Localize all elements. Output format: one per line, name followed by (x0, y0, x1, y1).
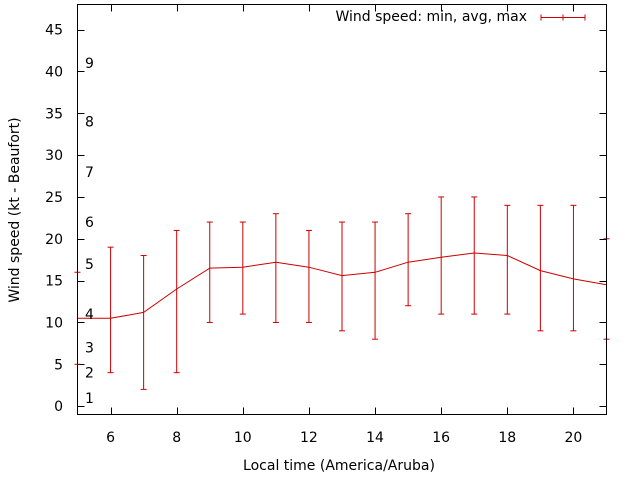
x-tick-label: 6 (106, 430, 115, 446)
axis-ticks (77, 4, 607, 415)
x-tick-label: 8 (172, 430, 181, 446)
beaufort-label: 8 (85, 115, 94, 131)
y-tick-label: 30 (45, 148, 63, 164)
y-tick-label: 25 (45, 190, 63, 206)
y-tick-label: 45 (45, 23, 63, 39)
y-tick-label: 20 (45, 232, 63, 248)
y-tick-label: 40 (45, 64, 63, 80)
legend-sample-line (540, 14, 586, 21)
y-tick-label: 15 (45, 274, 63, 290)
beaufort-label: 3 (85, 341, 94, 357)
y-tick-label: 0 (54, 399, 63, 415)
legend: Wind speed: min, avg, max (335, 9, 586, 25)
beaufort-label: 5 (85, 257, 94, 273)
y-tick-label: 5 (54, 357, 63, 373)
avg-line (77, 252, 607, 319)
y-axis-label: Wind speed (kt - Beaufort) (7, 117, 23, 302)
beaufort-label: 6 (85, 215, 94, 231)
x-tick-label: 12 (300, 430, 318, 446)
beaufort-label: 9 (85, 56, 94, 72)
y-tick-label: 10 (45, 315, 63, 331)
x-tick-label: 18 (498, 430, 516, 446)
x-axis-label: Local time (America/Aruba) (243, 458, 435, 474)
x-tick-label: 14 (366, 430, 384, 446)
legend-label: Wind speed: min, avg, max (335, 9, 527, 25)
beaufort-label: 7 (85, 165, 94, 181)
beaufort-label: 2 (85, 366, 94, 382)
beaufort-label: 1 (85, 391, 94, 407)
x-tick-label: 16 (432, 430, 450, 446)
x-tick-label: 20 (565, 430, 583, 446)
beaufort-label: 4 (85, 307, 94, 323)
x-tick-label: 10 (234, 430, 252, 446)
y-tick-label: 35 (45, 106, 63, 122)
series-layer (74, 196, 610, 390)
plot-frame (77, 4, 607, 415)
